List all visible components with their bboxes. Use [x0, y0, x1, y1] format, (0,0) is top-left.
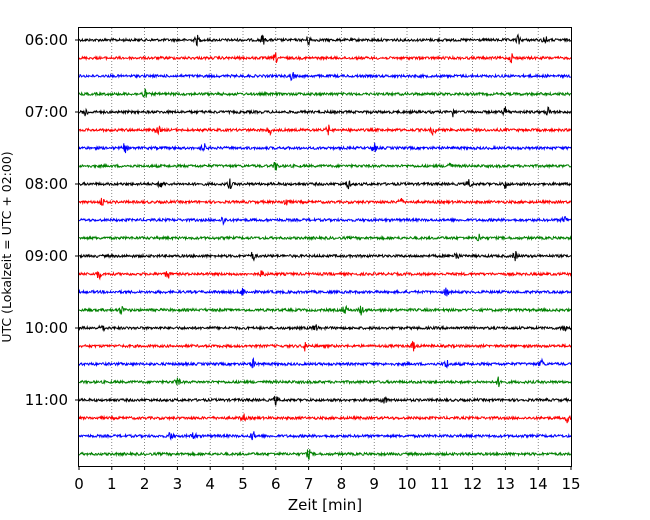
seismic-trace	[78, 162, 572, 171]
y-tick-label: 10:00	[25, 319, 68, 337]
seismic-trace	[78, 431, 572, 441]
x-tick-label: 15	[561, 475, 580, 493]
x-tick-label: 10	[397, 475, 416, 493]
x-tick-label: 14	[529, 475, 548, 493]
x-axis-label: Zeit [min]	[288, 496, 362, 514]
seismic-trace	[78, 88, 572, 98]
x-tick-label: 11	[430, 475, 449, 493]
seismic-trace	[78, 395, 572, 406]
x-tick-label: 12	[463, 475, 482, 493]
seismic-trace	[78, 33, 572, 47]
y-tick-label: 06:00	[25, 31, 68, 49]
x-tick-label: 0	[74, 475, 84, 493]
seismic-trace	[78, 215, 572, 226]
plot-frame	[78, 27, 572, 467]
y-tick-label: 08:00	[25, 175, 68, 193]
x-tick-label: 4	[205, 475, 215, 493]
x-axis: 0 1 2 3 4 5 6 7 8 9 10 11 12 13 14 15	[74, 466, 581, 493]
vertical-grid	[111, 28, 539, 466]
seismic-trace	[78, 197, 572, 207]
seismic-trace	[78, 178, 572, 190]
seismic-trace	[78, 340, 572, 352]
x-tick-label: 2	[140, 475, 150, 493]
seismic-trace	[78, 52, 572, 64]
x-tick-label: 1	[107, 475, 117, 493]
seismic-traces	[78, 33, 572, 460]
x-tick-label: 6	[271, 475, 281, 493]
seismic-trace	[78, 356, 572, 369]
seismic-trace	[78, 233, 572, 242]
y-tick-label: 11:00	[25, 391, 68, 409]
x-tick-label: 7	[304, 475, 314, 493]
seismic-trace	[78, 324, 572, 333]
x-tick-label: 9	[369, 475, 379, 493]
seismic-trace	[78, 124, 572, 137]
seismic-trace	[78, 142, 572, 154]
seismic-trace	[78, 413, 572, 424]
seismic-trace	[78, 449, 572, 460]
x-tick-label: 13	[496, 475, 515, 493]
y-tick-label: 09:00	[25, 247, 68, 265]
seismic-trace	[78, 106, 572, 118]
x-tick-label: 5	[238, 475, 248, 493]
seismic-trace	[78, 270, 572, 281]
x-tick-label: 3	[173, 475, 183, 493]
seismic-trace	[78, 287, 572, 297]
y-tick-label: 07:00	[25, 103, 68, 121]
x-tick-label: 8	[337, 475, 347, 493]
seismic-trace	[78, 250, 572, 262]
y-axis-label: UTC (Lokalzeit = UTC + 02:00)	[0, 151, 14, 342]
seismic-trace	[78, 72, 572, 82]
y-axis: 06:00 07:00 08:00 09:00 10:00 11:00	[25, 31, 79, 409]
seismic-trace	[78, 304, 572, 316]
seismic-trace	[78, 376, 572, 388]
